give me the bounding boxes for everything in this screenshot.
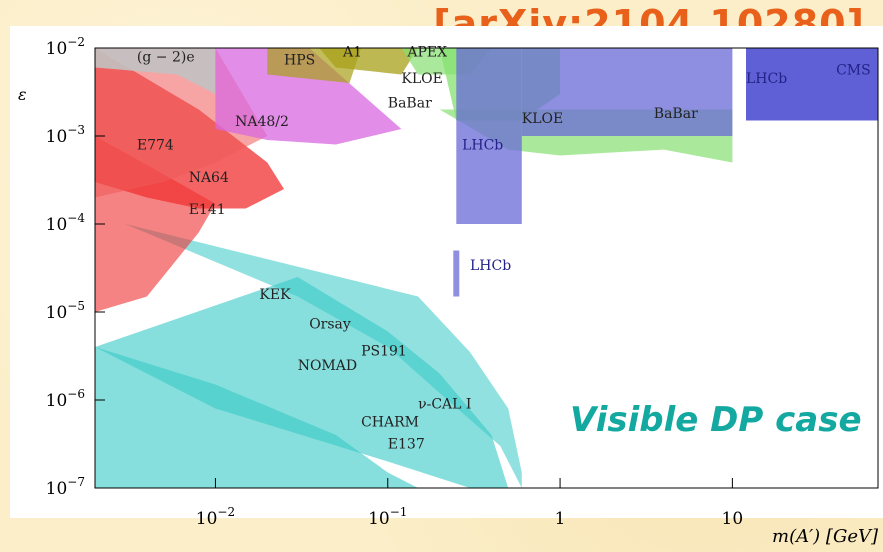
region-label: BaBar [654, 106, 698, 122]
region-label: CMS [836, 63, 871, 79]
case-label: Visible DP case [570, 400, 862, 440]
y-tick-label: 10−6 [46, 387, 85, 411]
y-tick-label: 10−4 [46, 211, 86, 235]
region-lhcb [453, 250, 460, 297]
x-tick-label: 10−1 [368, 505, 407, 529]
region-label: Orsay [309, 317, 351, 333]
y-axis-label: ε [18, 85, 27, 104]
y-tick-label: 10−2 [46, 35, 85, 59]
region-label: E774 [137, 138, 174, 154]
region-label: HPS [284, 53, 315, 69]
region-labels: (g − 2)e HPS A1 APEX KLOE BaBar NA48/2 KLOE BaBa… [137, 45, 871, 453]
region-label: NA64 [189, 170, 229, 186]
region-label: PS191 [361, 344, 407, 360]
region-label: A1 [342, 45, 362, 61]
y-tick-label: 10−5 [46, 299, 85, 323]
region-lhcb [456, 48, 522, 224]
region-label: E137 [388, 437, 425, 453]
region-na48-2 [215, 48, 402, 145]
x-tick-label: 10 [722, 509, 744, 529]
region-label: NA48/2 [235, 114, 289, 130]
region-label: ν-CAL I [418, 397, 471, 413]
region-label: CHARM [361, 415, 419, 431]
x-axis-label: m(A′) [GeV] [772, 526, 879, 547]
y-tick-label: 10−7 [46, 475, 85, 499]
region-charm [95, 277, 509, 488]
region-label: LHCb [746, 71, 787, 87]
region-g-2-e [95, 48, 216, 94]
region-label: KLOE [522, 111, 563, 127]
x-axis: 10−2 10−1 1 10 [196, 478, 743, 529]
x-tick-label: 10−2 [196, 505, 235, 529]
region-label: LHCb [470, 258, 511, 274]
x-tick-label: 1 [555, 509, 566, 529]
y-axis: 10−2 10−3 10−4 10−5 10−6 10−7 [46, 35, 105, 499]
y-tick-label: 10−3 [46, 123, 85, 147]
region-lhcb [521, 48, 733, 136]
region-cms [746, 48, 878, 121]
region-label: E141 [189, 202, 226, 218]
region-label: APEX [406, 45, 447, 61]
region-label: (g − 2)e [137, 50, 195, 66]
region-cal-i [125, 224, 522, 488]
region-label: LHCb [462, 138, 503, 154]
region-label: KLOE [401, 71, 442, 87]
region-label: NOMAD [298, 358, 357, 374]
region-a1 [319, 48, 419, 75]
exclusion-regions [95, 48, 878, 488]
region-label: KEK [259, 287, 291, 303]
plot-frame [94, 47, 879, 489]
region-label: BaBar [388, 96, 432, 112]
